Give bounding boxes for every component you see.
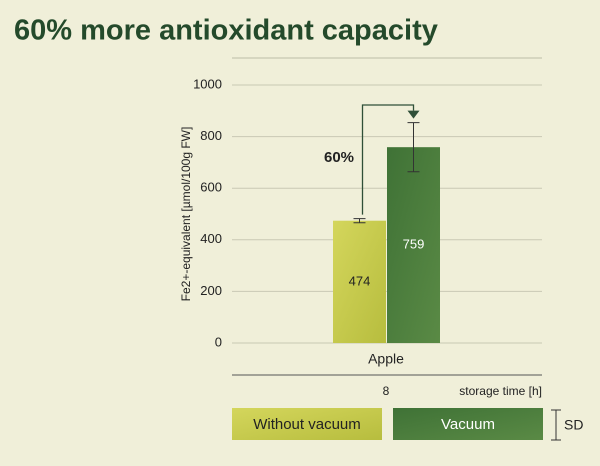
chart-title: 60% more antioxidant capacity: [14, 15, 438, 47]
y-tick-label: 1000: [193, 76, 222, 91]
bar: [387, 147, 440, 343]
value-label: 759: [403, 237, 425, 252]
value-label: 474: [349, 273, 371, 288]
legend-error-icon: [551, 409, 561, 441]
bar: [333, 220, 386, 343]
x-tick-label: Apple: [368, 351, 404, 367]
y-tick-label: 800: [200, 128, 222, 143]
x-axis-label: storage time [h]: [459, 384, 542, 398]
legend-swatch: [393, 408, 543, 440]
y-axis-label: Fe2+-equivalent [µmol/100g FW]: [179, 127, 193, 302]
legend-swatch: [232, 408, 382, 440]
legend-label: Without vacuum: [253, 416, 361, 433]
x-sublabel: 8: [383, 384, 390, 398]
y-tick-label: 0: [215, 334, 222, 349]
error-bar: [407, 122, 420, 173]
y-tick-label: 400: [200, 231, 222, 246]
legend-error-label: SD: [564, 417, 583, 433]
arrow-head: [407, 110, 420, 119]
annotation-arrow: [361, 104, 415, 215]
error-bar: [353, 218, 366, 224]
annotation: 60%: [324, 149, 354, 166]
y-tick-label: 600: [200, 180, 222, 195]
y-tick-label: 200: [200, 283, 222, 298]
legend-label: Vacuum: [441, 416, 495, 433]
